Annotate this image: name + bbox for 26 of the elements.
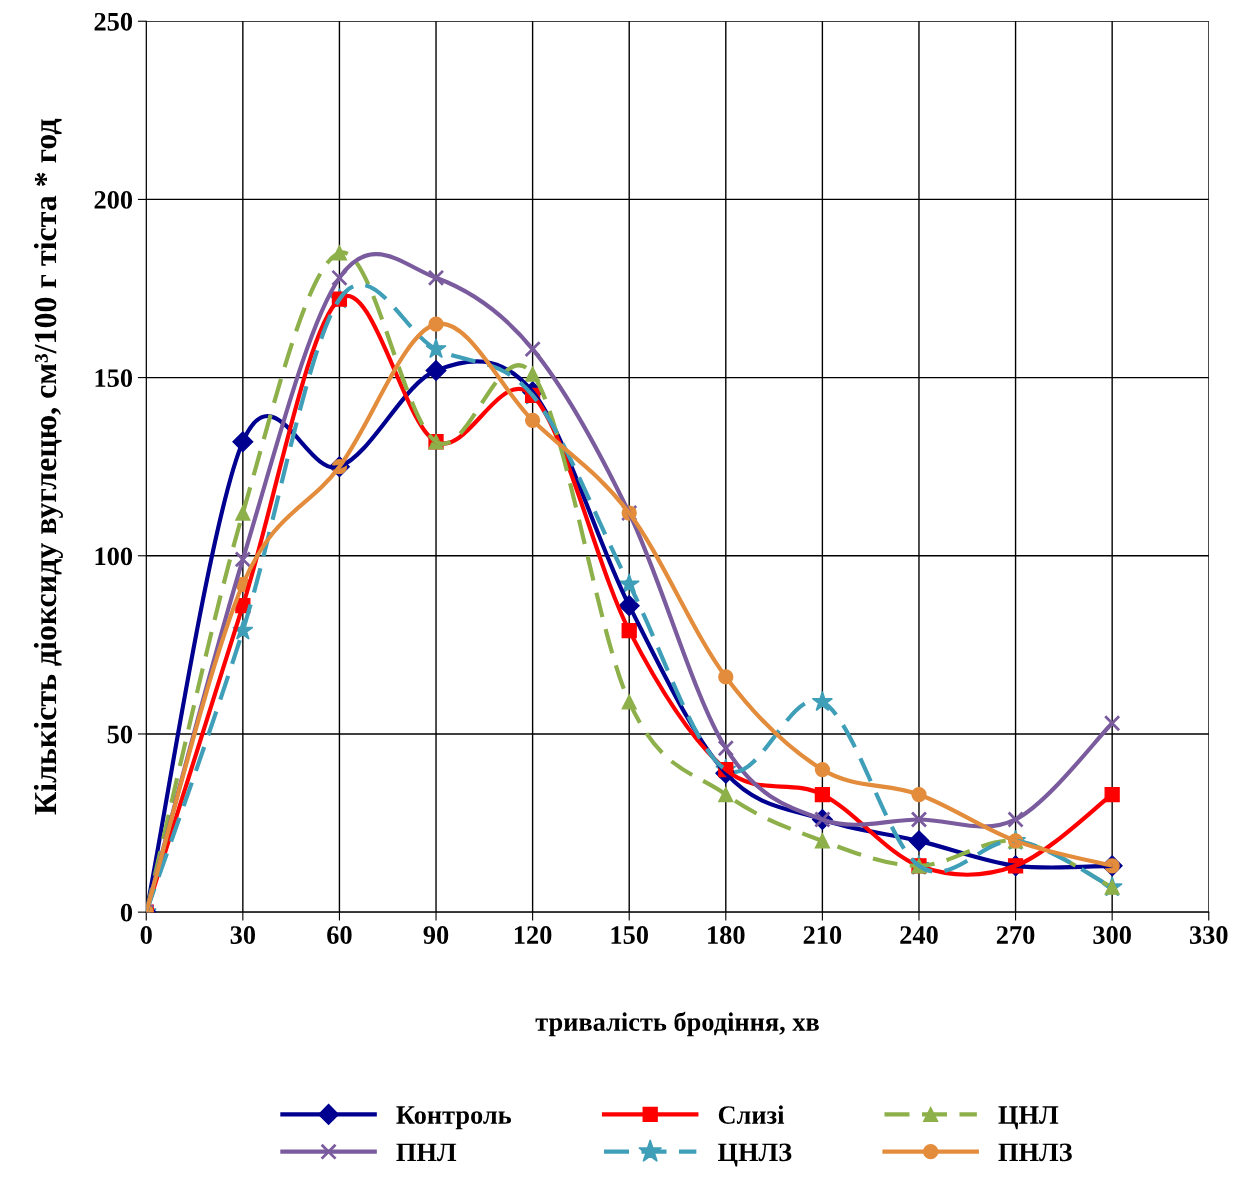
y-tick-label: 0 [120, 903, 133, 922]
y-tick-label: 150 [95, 369, 133, 388]
x-tick-label: 270 [996, 926, 1035, 944]
x-tick-label: 90 [423, 926, 449, 944]
y-tick-label: 100 [95, 547, 133, 566]
x-tick-label: 300 [1093, 926, 1131, 944]
x-tick-label: 330 [1189, 926, 1228, 944]
y-tick-label: 50 [107, 725, 133, 744]
legend-label: ЦНЛ [998, 1106, 1059, 1130]
x-tick-label: 120 [514, 926, 552, 944]
x-tick-label: 150 [611, 926, 648, 944]
x-tick-label: 0 [140, 926, 152, 944]
x-tick-label: 210 [803, 926, 842, 944]
y-tick-label: 250 [94, 12, 133, 31]
y-tick-label: 200 [94, 191, 133, 209]
legend-label: Контроль [396, 1106, 511, 1130]
legend-label: ПНЛ [396, 1143, 457, 1162]
legend-label: ПНЛЗ [998, 1143, 1072, 1162]
y-axis-title: Кількість діоксиду вуглецю, см³/100 г тіста * год [33, 118, 63, 815]
x-tick-label: 180 [708, 926, 745, 944]
legend-label: ЦНЛЗ [718, 1143, 792, 1167]
x-tick-label: 60 [327, 926, 352, 944]
x-tick-label: 30 [230, 926, 256, 944]
legend-label: Слизі [718, 1105, 785, 1124]
x-tick-label: 240 [900, 926, 938, 944]
x-axis-title: тривалість бродіння, хв [535, 1011, 819, 1037]
